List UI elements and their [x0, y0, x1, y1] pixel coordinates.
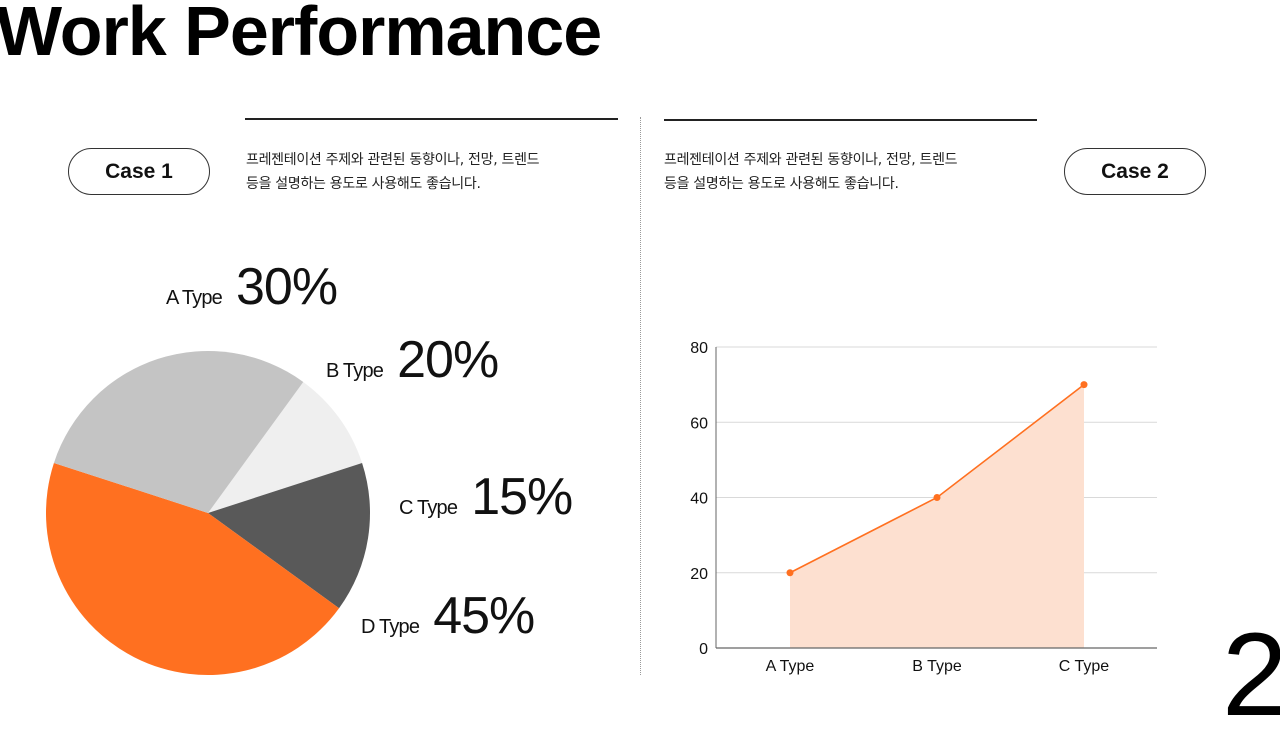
y-tick-label: 60: [690, 415, 708, 432]
area-chart: 0 20 40 60 80 A Type B Type C Type: [690, 340, 1157, 675]
y-tick-label: 20: [690, 566, 708, 583]
pie-label-b-percent: 20%: [397, 331, 499, 389]
case1-description-line2: 등을 설명하는 용도로 사용해도 좋습니다.: [246, 176, 481, 192]
x-tick-label: A Type: [766, 658, 815, 675]
pie-chart: [45, 351, 370, 675]
data-point-b-type: [933, 494, 941, 501]
pie-slice-a-type: [53, 351, 304, 513]
case2-description-line2: 등을 설명하는 용도로 사용해도 좋습니다.: [664, 176, 899, 192]
page-title: Work Performance: [0, 0, 602, 70]
case2-badge: Case 2: [1064, 148, 1206, 195]
pie-label-b-name: B Type: [326, 360, 384, 382]
x-tick-label: B Type: [912, 658, 962, 675]
pie-label-c-percent: 15%: [471, 468, 573, 526]
x-tick-label: C Type: [1059, 658, 1110, 675]
data-point-a-type: [786, 569, 794, 577]
pie-label-a-name: A Type: [166, 287, 223, 309]
chart-y-axis-labels: 0 20 40 60 80: [690, 340, 708, 658]
case2-description: 프레젠테이션 주제와 관련된 동향이나, 전망, 트렌드 등을 설명하는 용도로…: [664, 148, 1044, 196]
case1-badge: Case 1: [68, 148, 210, 195]
case1-top-rule: [245, 118, 618, 120]
case1-description: 프레젠테이션 주제와 관련된 동향이나, 전망, 트렌드 등을 설명하는 용도로…: [246, 148, 626, 196]
pie-label-a-percent: 30%: [236, 258, 338, 316]
pie-slice-c-type: [208, 462, 370, 609]
y-tick-label: 80: [690, 340, 708, 357]
pie-label-c: C Type 15%: [399, 467, 573, 527]
data-point-c-type: [1080, 381, 1088, 389]
pie-label-b: B Type 20%: [326, 330, 499, 390]
chart-area-fill: [790, 384, 1084, 648]
pie-slice-d-type: [45, 462, 340, 675]
case1-description-line1: 프레젠테이션 주제와 관련된 동향이나, 전망, 트렌드: [246, 152, 540, 168]
page-number: 2: [1222, 609, 1280, 741]
case2-top-rule: [664, 119, 1037, 121]
pie-label-d-name: D Type: [361, 616, 420, 638]
pie-label-d-percent: 45%: [433, 587, 535, 645]
y-tick-label: 0: [699, 641, 708, 658]
pie-label-d: D Type 45%: [361, 586, 535, 646]
section-divider: [640, 117, 641, 675]
chart-data-points: [786, 381, 1088, 577]
pie-label-a: A Type 30%: [166, 257, 338, 317]
chart-x-axis-labels: A Type B Type C Type: [766, 658, 1110, 675]
pie-label-c-name: C Type: [399, 497, 458, 519]
case2-description-line1: 프레젠테이션 주제와 관련된 동향이나, 전망, 트렌드: [664, 152, 958, 168]
y-tick-label: 40: [690, 491, 708, 508]
